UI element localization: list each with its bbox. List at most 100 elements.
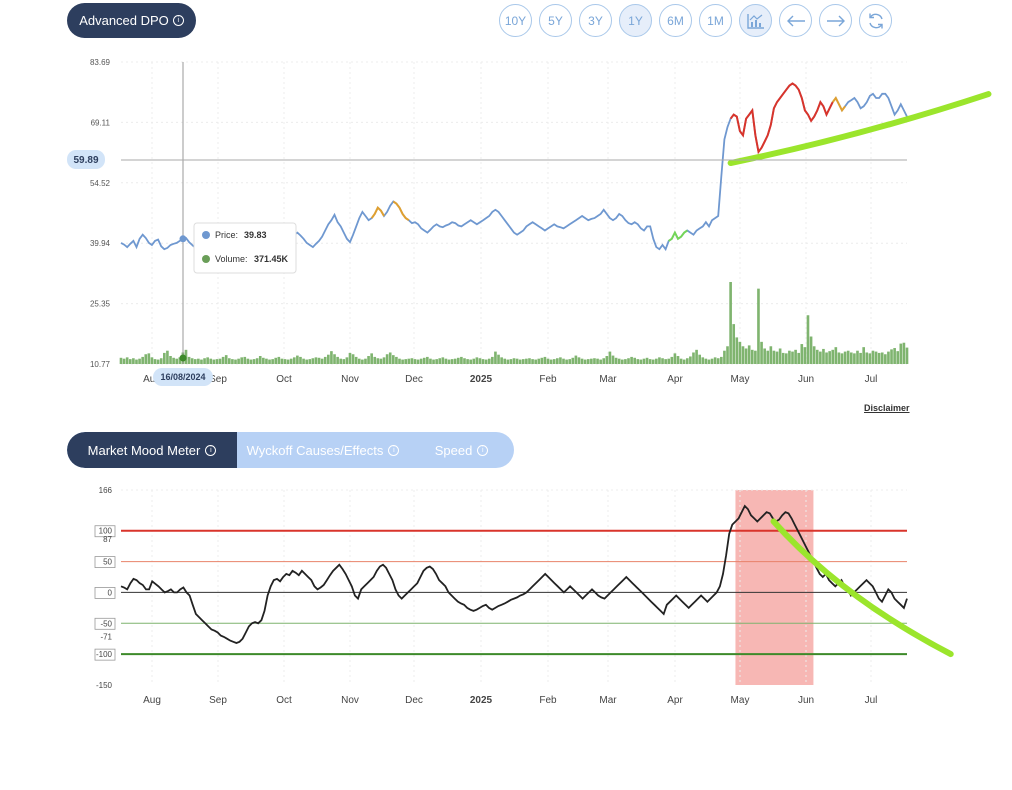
volume-bar: [741, 346, 745, 364]
volume-bar: [252, 359, 256, 364]
volume-bar: [135, 359, 138, 364]
volume-bar: [280, 358, 284, 364]
volume-bar: [491, 356, 494, 364]
volume-bar: [571, 357, 575, 364]
arrow-right-icon[interactable]: [819, 4, 852, 37]
volume-bar: [902, 342, 906, 364]
x-tick-label: Oct: [276, 695, 292, 706]
volume-bar: [379, 358, 383, 364]
volume-bar: [190, 358, 194, 364]
volume-bar: [760, 341, 763, 364]
volume-bar: [481, 359, 485, 364]
disclaimer-link[interactable]: Disclaimer: [864, 403, 910, 413]
volume-bar: [720, 356, 723, 364]
annotation-trendline: [770, 518, 954, 658]
x-tick-label: Dec: [405, 374, 423, 385]
chart-type-icon[interactable]: [739, 4, 772, 37]
volume-bar: [685, 358, 689, 364]
volume-bar: [856, 350, 859, 364]
volume-bar: [357, 358, 361, 364]
volume-bar: [336, 356, 339, 364]
x-tick-label: May: [731, 695, 750, 706]
range-3y-button[interactable]: 3Y: [579, 4, 612, 37]
tab-market-mood-meter[interactable]: Market Mood Meter i: [67, 432, 237, 468]
crosshair-y-badge: [67, 150, 105, 169]
volume-bar: [401, 359, 404, 364]
refresh-icon[interactable]: [859, 4, 892, 37]
volume-bar: [822, 348, 825, 364]
volume-bar: [132, 358, 135, 364]
y-tick-label: 10.77: [90, 360, 111, 369]
y-tick-label: 83.69: [90, 58, 111, 67]
volume-bar: [831, 349, 835, 364]
price-chart[interactable]: 83.69 69.11 54.52 39.94 25.35 10.77 Aug Sep Oct…: [0, 0, 1012, 400]
info-icon[interactable]: i: [388, 444, 400, 456]
volume-bar: [679, 358, 683, 364]
volume-bar: [463, 358, 466, 364]
volume-bar: [874, 351, 878, 364]
volume-bar: [624, 359, 627, 364]
tab-speed[interactable]: Speed i: [409, 432, 514, 468]
range-10y-button[interactable]: 10Y: [499, 4, 532, 37]
range-6m-button[interactable]: 6M: [659, 4, 692, 37]
volume-bar: [500, 357, 503, 364]
tab-wyckoff[interactable]: Wyckoff Causes/Effects i: [237, 432, 409, 468]
volume-bar: [323, 356, 327, 364]
volume-bar: [311, 358, 315, 364]
chart-title-pill[interactable]: Advanced DPO i: [67, 3, 196, 38]
x-tick-label: Jul: [865, 374, 878, 385]
volume-bar: [376, 358, 380, 364]
info-icon[interactable]: i: [477, 444, 489, 456]
volume-bar: [664, 359, 667, 364]
y-tick-label: 39.94: [90, 239, 111, 248]
info-icon[interactable]: i: [205, 444, 217, 456]
volume-bar: [590, 358, 593, 364]
volume-bar: [438, 358, 442, 364]
volume-bar: [723, 350, 726, 364]
volume-bar: [871, 350, 875, 364]
volume-bar: [292, 357, 296, 364]
volume-bar: [255, 358, 259, 364]
volume-bar: [150, 357, 154, 364]
volume-bar: [141, 356, 144, 364]
volume-bar: [648, 359, 652, 364]
timeframe-toolbar: 10Y 5Y 3Y 1Y 6M 1M: [499, 4, 892, 37]
volume-bar: [689, 356, 692, 364]
volume-bar: [784, 353, 788, 364]
volume-bar: [658, 357, 661, 364]
volume-bar: [884, 354, 887, 364]
range-1m-button[interactable]: 1M: [699, 4, 732, 37]
volume-bar: [426, 356, 429, 364]
volume-bar: [234, 359, 237, 364]
volume-bar: [469, 359, 472, 364]
volume-bar: [351, 354, 355, 364]
arrow-left-icon[interactable]: [779, 4, 812, 37]
volume-bar: [484, 359, 488, 364]
volume-bar: [327, 354, 330, 364]
price-segment-mild: [831, 96, 846, 113]
y-tick-label: -71: [100, 632, 112, 641]
y-tick-box: [94, 648, 116, 661]
volume-bar: [453, 358, 457, 364]
volume-bar: [258, 356, 262, 364]
volume-bar: [283, 359, 287, 364]
volume-bar: [540, 357, 544, 364]
range-5y-button[interactable]: 5Y: [539, 4, 572, 37]
volume-bar: [695, 349, 698, 364]
volume-bar: [497, 354, 500, 364]
volume-bar: [880, 352, 884, 364]
volume-bar: [237, 358, 240, 364]
volume-bar: [549, 359, 553, 364]
volume-bar: [512, 358, 516, 364]
info-icon[interactable]: i: [172, 15, 184, 26]
x-tick-label: Jun: [798, 374, 814, 385]
volume-bar: [296, 355, 299, 364]
volume-bar: [515, 358, 519, 364]
volume-bar: [583, 359, 587, 364]
volume-bar: [877, 352, 881, 364]
range-1y-button[interactable]: 1Y: [619, 4, 652, 37]
volume-bar: [441, 357, 445, 364]
volume-bar: [494, 351, 497, 364]
volume-bar: [444, 358, 448, 364]
